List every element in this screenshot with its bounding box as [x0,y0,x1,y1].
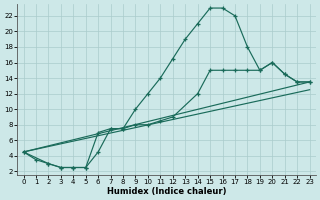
X-axis label: Humidex (Indice chaleur): Humidex (Indice chaleur) [107,187,226,196]
